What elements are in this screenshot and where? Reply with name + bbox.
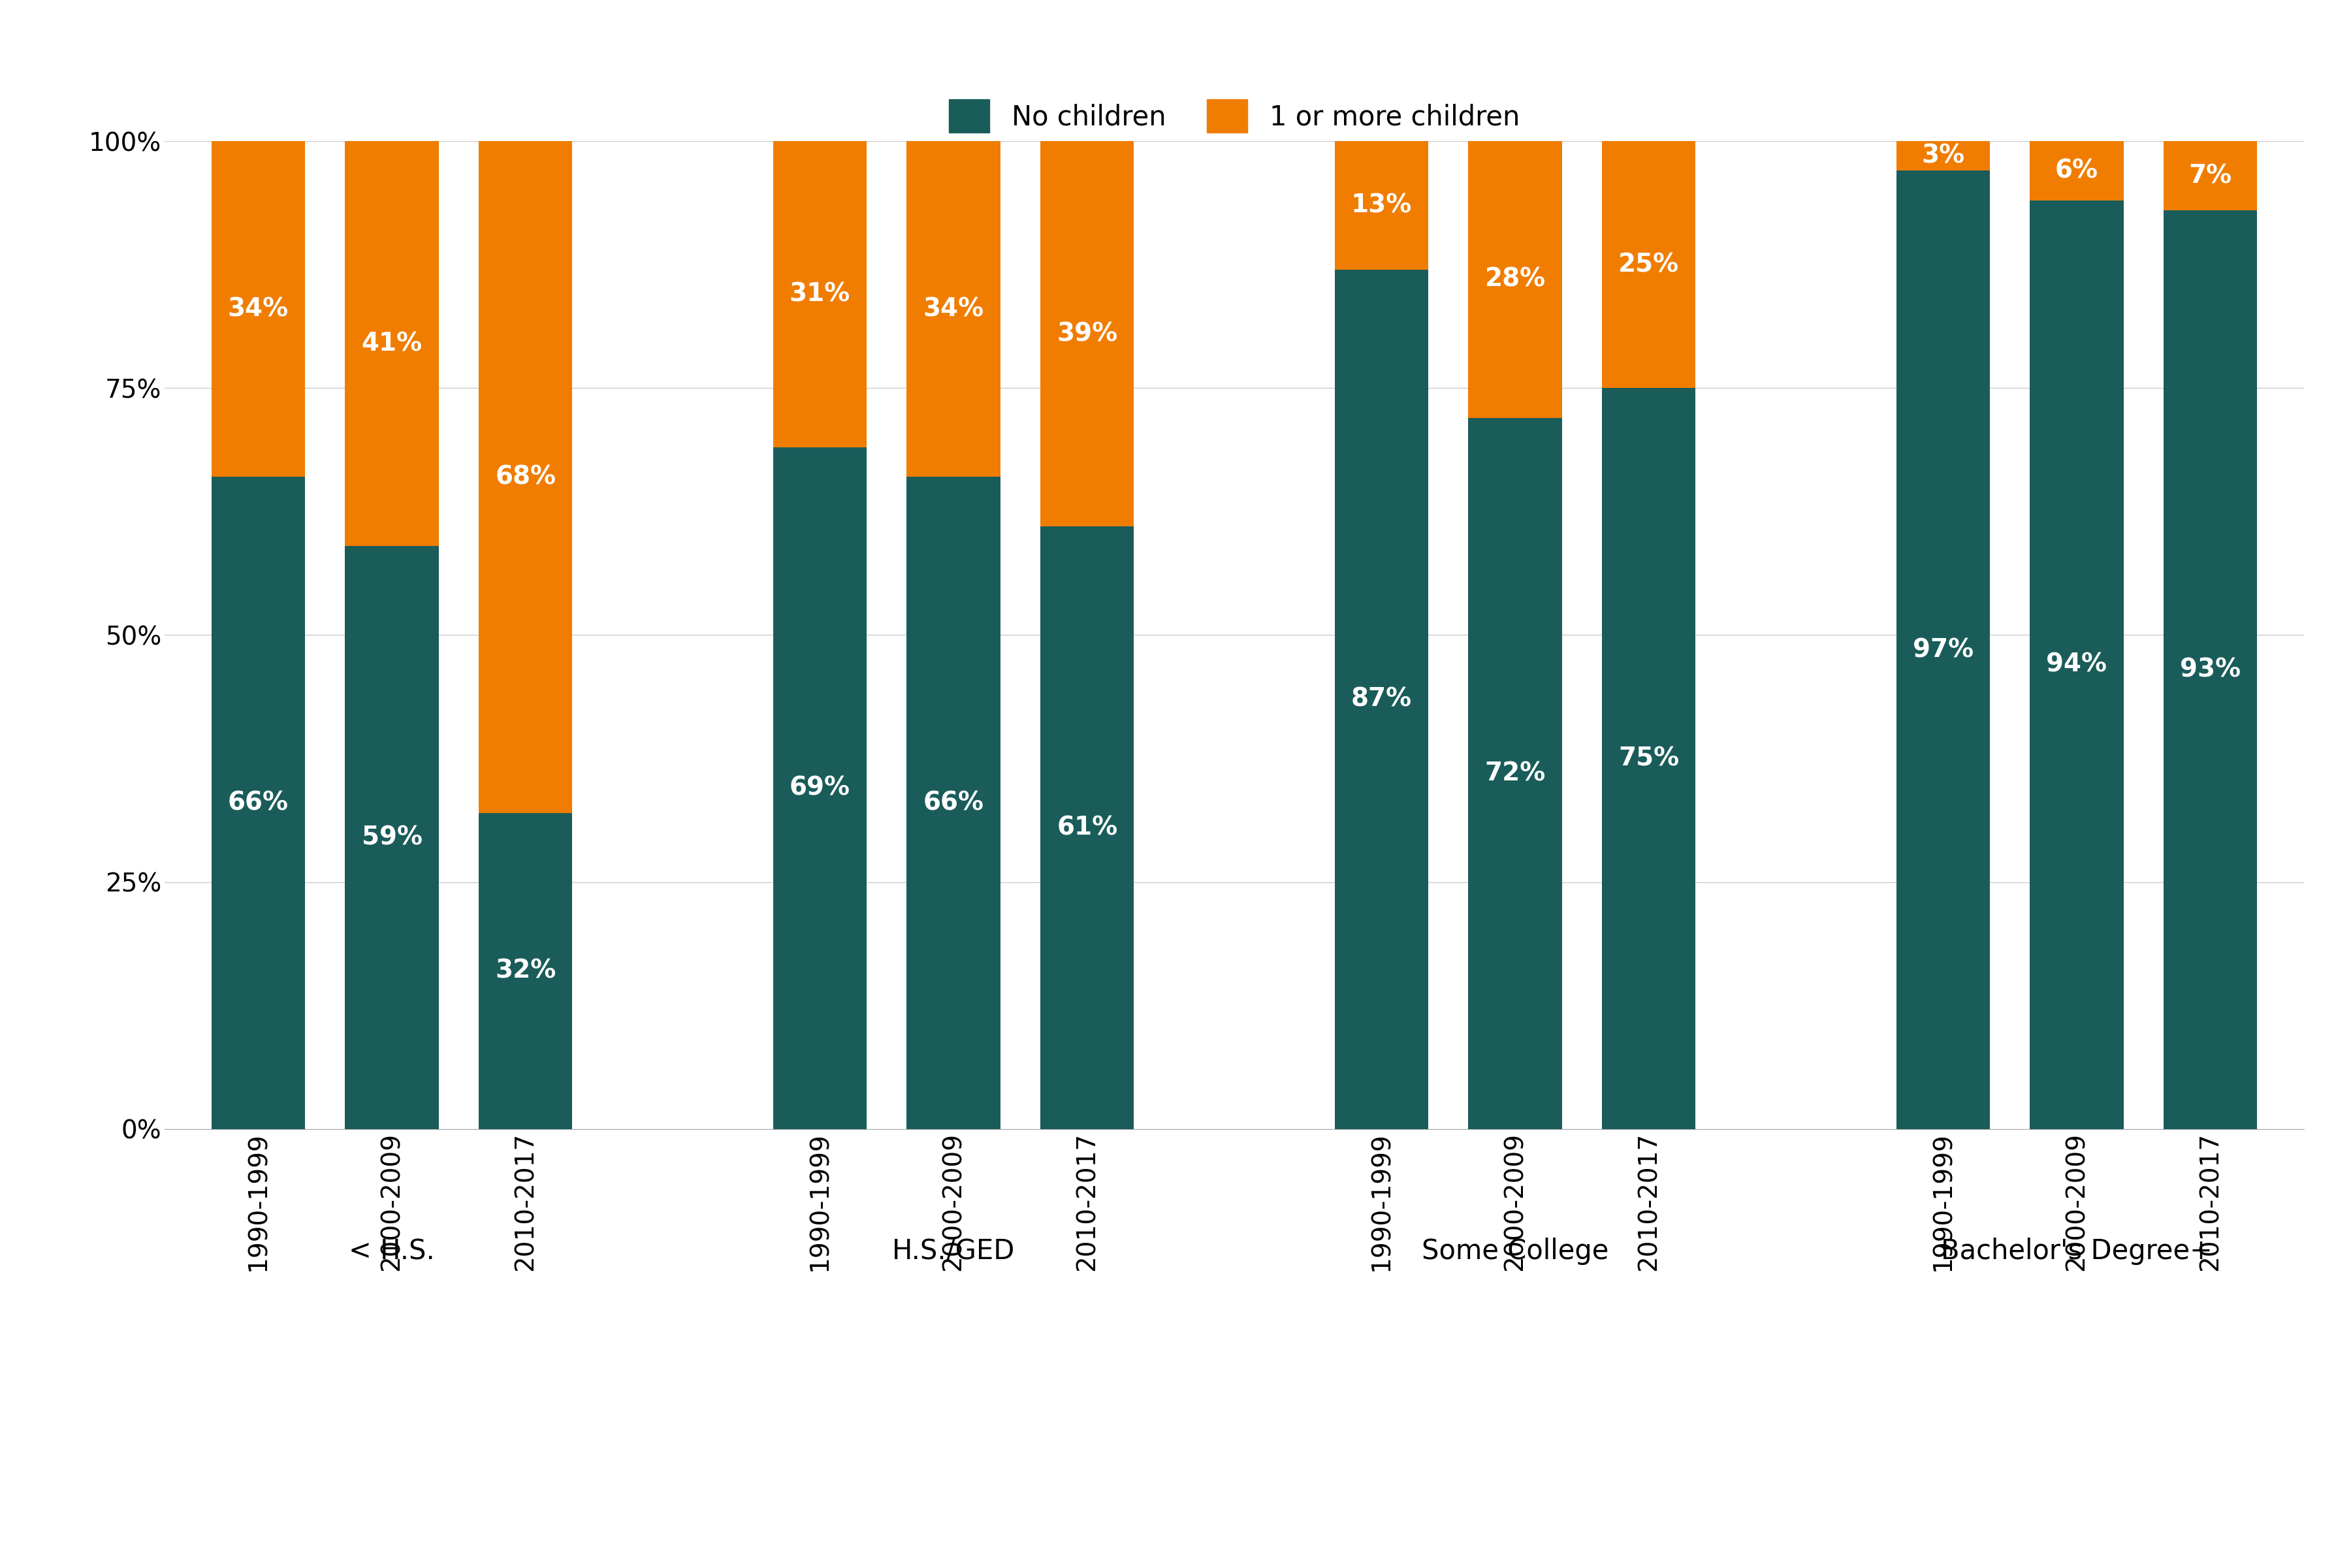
Text: 72%: 72% — [1483, 760, 1545, 786]
Bar — [346, 546, 440, 1129]
Bar — [1335, 141, 1427, 270]
Bar — [1041, 527, 1133, 1129]
Bar — [1601, 387, 1695, 1129]
Text: 93%: 93% — [2179, 657, 2241, 682]
Bar — [2029, 201, 2123, 1129]
Bar — [907, 141, 999, 477]
Text: 28%: 28% — [1486, 267, 1545, 292]
Text: 32%: 32% — [496, 958, 557, 983]
Text: 94%: 94% — [2045, 652, 2106, 677]
Text: 31%: 31% — [790, 282, 851, 307]
Text: 13%: 13% — [1352, 193, 1413, 218]
Text: 66%: 66% — [228, 790, 289, 815]
Bar — [1469, 141, 1561, 417]
Bar — [346, 141, 440, 546]
Bar — [480, 812, 571, 1129]
Bar — [1335, 270, 1427, 1129]
Bar — [1897, 171, 1989, 1129]
Text: 41%: 41% — [362, 331, 423, 356]
Text: 6%: 6% — [2055, 158, 2097, 183]
Text: < H.S.: < H.S. — [348, 1237, 435, 1265]
Bar — [1601, 141, 1695, 387]
Text: 66%: 66% — [924, 790, 983, 815]
Bar — [480, 141, 571, 812]
Bar — [212, 141, 306, 477]
Text: 61%: 61% — [1058, 815, 1117, 840]
Text: 69%: 69% — [790, 776, 851, 801]
Text: 25%: 25% — [1617, 252, 1679, 278]
Text: 34%: 34% — [924, 296, 983, 321]
Text: 97%: 97% — [1914, 638, 1972, 662]
Bar — [907, 477, 999, 1129]
Text: 75%: 75% — [1617, 746, 1679, 771]
Bar — [212, 477, 306, 1129]
Bar — [773, 141, 868, 447]
Bar — [1897, 141, 1989, 171]
Bar — [2163, 210, 2257, 1129]
Text: 39%: 39% — [1058, 321, 1117, 347]
Text: Bachelor's Degree+: Bachelor's Degree+ — [1942, 1237, 2212, 1265]
Text: 68%: 68% — [496, 464, 555, 489]
Text: H.S./GED: H.S./GED — [891, 1237, 1016, 1265]
Text: 7%: 7% — [2189, 163, 2231, 188]
Bar — [2029, 141, 2123, 201]
Text: Some College: Some College — [1422, 1237, 1608, 1265]
Text: 3%: 3% — [1921, 144, 1965, 168]
Bar — [2163, 141, 2257, 210]
Text: 59%: 59% — [362, 825, 423, 850]
Text: 87%: 87% — [1352, 687, 1411, 712]
Text: 34%: 34% — [228, 296, 289, 321]
Bar — [1041, 141, 1133, 527]
Legend: No children, 1 or more children: No children, 1 or more children — [936, 86, 1533, 146]
Bar — [773, 447, 868, 1129]
Bar — [1469, 417, 1561, 1129]
